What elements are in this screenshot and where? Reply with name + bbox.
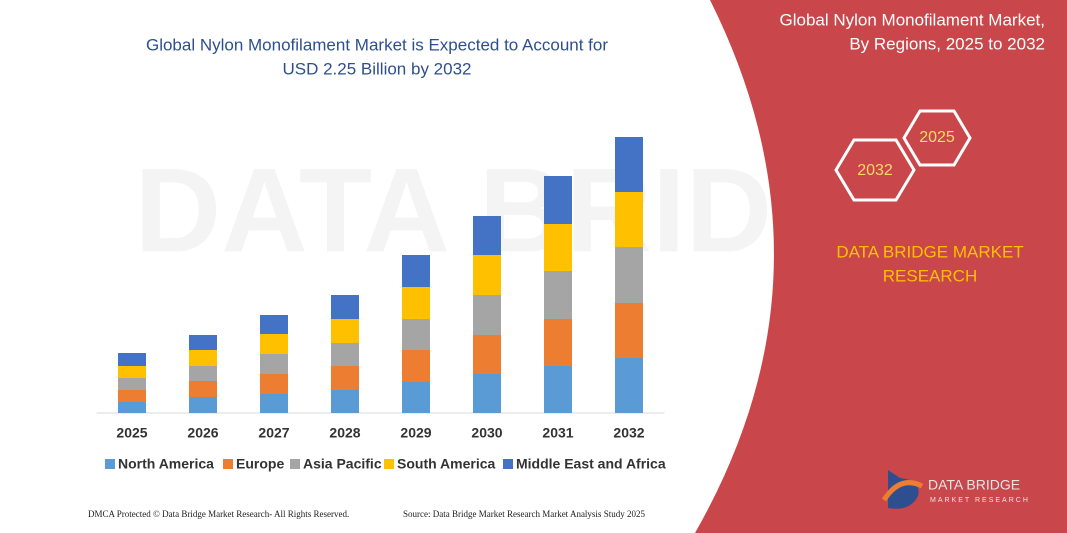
x-tick-label: 2029: [400, 425, 431, 441]
footer-note: Source: Data Bridge Market Research Mark…: [403, 509, 645, 519]
x-tick-label: 2028: [329, 425, 360, 441]
brand: DATA BRIDGE MARKET: [836, 242, 1023, 261]
bar-segment: [260, 315, 288, 334]
hexagon: [902, 109, 972, 167]
legend-swatch: [290, 459, 300, 469]
bar-segment: [544, 176, 572, 224]
legend-label: Europe: [236, 456, 284, 472]
x-tick-label: 2031: [542, 425, 573, 441]
chart-title: Global Nylon Monofilament Market is Expe…: [146, 35, 608, 54]
bar-segment: [260, 354, 288, 374]
legend-label: Asia Pacific: [303, 456, 382, 472]
bar-segment: [402, 319, 430, 350]
bar-segment: [402, 287, 430, 319]
bar-segment: [544, 271, 572, 319]
bar-segment: [189, 381, 217, 397]
bar-segment: [118, 402, 146, 413]
legend-label: North America: [118, 456, 214, 472]
x-tick-label: 2027: [258, 425, 289, 441]
bar-segment: [544, 319, 572, 366]
bar-segment: [331, 390, 359, 413]
bar-segment: [544, 224, 572, 271]
bar-segment: [118, 353, 146, 366]
bar-segment: [260, 374, 288, 394]
legend-swatch: [384, 459, 394, 469]
panel-title: By Regions, 2025 to 2032: [849, 34, 1045, 53]
legend-label: Middle East and Africa: [516, 456, 666, 472]
bar-segment: [473, 335, 501, 374]
bar-segment: [189, 350, 217, 366]
bar-segment: [402, 255, 430, 287]
bar-segment: [260, 334, 288, 354]
logo-text: MARKET RESEARCH: [930, 497, 1030, 504]
bar-segment: [189, 366, 217, 381]
legend-swatch: [105, 459, 115, 469]
bar-segment: [189, 397, 217, 413]
bar-segment: [473, 255, 501, 295]
bar-segment: [615, 303, 643, 358]
bar-segment: [615, 137, 643, 192]
bar-segment: [402, 382, 430, 413]
bar-segment: [473, 216, 501, 255]
bar-segment: [118, 390, 146, 402]
logo-mark: [881, 480, 924, 502]
bar-segment: [331, 366, 359, 390]
bar-segment: [473, 374, 501, 413]
bar-segment: [118, 366, 146, 378]
bar-segment: [615, 358, 643, 413]
hex-label: 2032: [857, 162, 893, 179]
x-tick-label: 2025: [116, 425, 147, 441]
bar-segment: [402, 350, 430, 382]
hexagon: [834, 138, 916, 202]
side-panel: [695, 0, 1067, 533]
bar-segment: [189, 335, 217, 350]
x-tick-label: 2026: [187, 425, 218, 441]
legend-label: South America: [397, 456, 495, 472]
logo-text: DATA BRIDGE: [928, 477, 1020, 493]
bar-segment: [118, 378, 146, 390]
hex-label: 2025: [919, 129, 955, 146]
legend-swatch: [223, 459, 233, 469]
chart-title: USD 2.25 Billion by 2032: [282, 59, 471, 78]
bar-segment: [331, 319, 359, 343]
x-tick-label: 2030: [471, 425, 502, 441]
bar-segment: [473, 295, 501, 335]
bar-segment: [331, 343, 359, 366]
bar-segment: [544, 366, 572, 413]
x-tick-label: 2032: [613, 425, 644, 441]
plot: 2025 2026 2027 2028 2029 2030 2031 2032 North Am…: [96, 137, 666, 472]
bar-segment: [331, 295, 359, 319]
logo-mark: [888, 470, 919, 509]
bar-segment: [615, 247, 643, 303]
bar-segment: [615, 192, 643, 247]
panel-title: Global Nylon Monofilament Market,: [779, 10, 1045, 29]
brand: RESEARCH: [883, 266, 977, 285]
footer-note: DMCA Protected © Data Bridge Market Rese…: [88, 509, 349, 519]
legend-swatch: [503, 459, 513, 469]
bar-segment: [260, 394, 288, 413]
